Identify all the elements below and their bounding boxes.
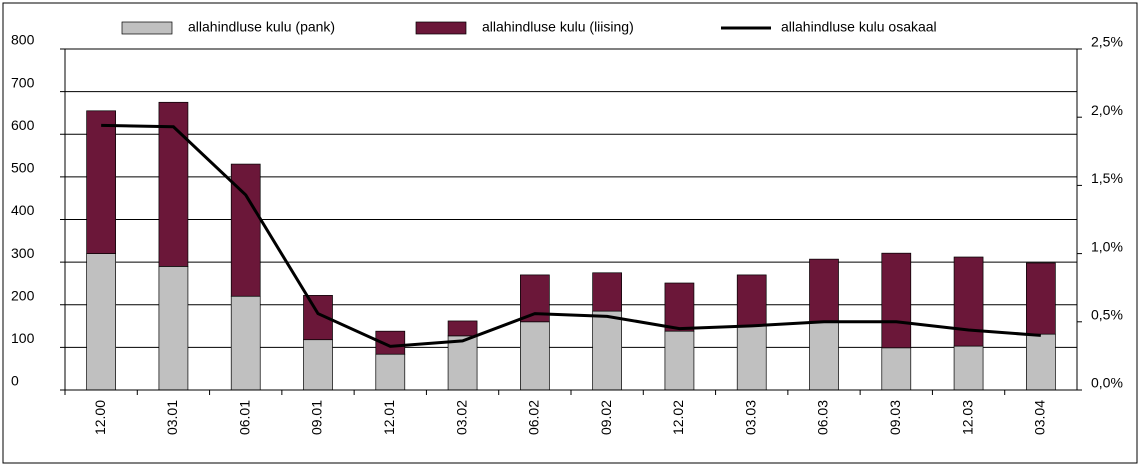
- y2-tick-label: 2,0%: [1091, 102, 1123, 118]
- x-tick-label: 09.02: [598, 400, 614, 435]
- x-tick-label: 12.03: [959, 400, 975, 435]
- legend-label: allahindluse kulu osakaal: [781, 19, 937, 35]
- y-tick-label: 800: [11, 32, 35, 48]
- y-tick-label: 100: [11, 330, 35, 346]
- bar-segment: [664, 330, 695, 391]
- y-tick-label: 600: [11, 117, 35, 133]
- bar-segment: [953, 345, 984, 391]
- y2-tick-label: 1,0%: [1091, 238, 1123, 254]
- x-tick-label: 09.01: [309, 400, 325, 435]
- y-tick-label: 400: [11, 202, 35, 218]
- bar-segment: [158, 266, 189, 391]
- y-tick-label: 200: [11, 287, 35, 303]
- y2-tick-label: 1,5%: [1091, 170, 1123, 186]
- x-tick-label: 03.02: [453, 400, 469, 435]
- bar-segment: [592, 310, 622, 391]
- bar-segment: [303, 339, 333, 391]
- y2-tick-label: 2,5%: [1091, 34, 1123, 50]
- bar-segment: [520, 321, 550, 391]
- x-tick-label: 03.04: [1032, 400, 1048, 435]
- bar-segment: [86, 253, 116, 391]
- bar-segment: [447, 335, 478, 391]
- bar-segment: [592, 272, 622, 312]
- bar-segment: [375, 330, 406, 355]
- x-tick-label: 06.02: [526, 400, 542, 435]
- bar-segment: [86, 110, 116, 254]
- x-tick-label: 09.03: [887, 400, 903, 435]
- bar-segment: [158, 101, 189, 267]
- bar-segment: [809, 258, 839, 323]
- y-tick-label: 700: [11, 74, 35, 90]
- x-tick-label: 12.01: [381, 400, 397, 435]
- legend-label: allahindluse kulu (pank): [188, 19, 335, 35]
- bar-segment: [809, 321, 839, 391]
- bar-segment: [736, 274, 767, 327]
- y-tick-label: 300: [11, 245, 35, 261]
- bar-segment: [375, 353, 406, 391]
- bar-segment: [1026, 262, 1056, 335]
- bar-segment: [881, 347, 912, 391]
- x-tick-label: 12.00: [92, 400, 108, 435]
- bar-segment: [953, 256, 984, 347]
- x-tick-label: 12.02: [670, 400, 686, 435]
- line-series: [101, 123, 1041, 348]
- bar-segment: [1026, 333, 1056, 391]
- y-tick-label: 0: [11, 373, 19, 389]
- bar-segment: [736, 325, 767, 391]
- bar-segment: [447, 320, 478, 337]
- y-tick-label: 500: [11, 160, 35, 176]
- y2-tick-label: 0,0%: [1091, 375, 1123, 391]
- x-tick-label: 06.01: [236, 400, 252, 435]
- y2-tick-label: 0,5%: [1091, 307, 1123, 323]
- legend-swatch: [121, 21, 173, 35]
- bar-segment: [230, 295, 261, 391]
- bar-segment: [881, 252, 912, 349]
- x-tick-label: 06.03: [815, 400, 831, 435]
- bar-segment: [664, 282, 695, 332]
- legend-swatch: [415, 21, 467, 35]
- x-tick-label: 03.03: [742, 400, 758, 435]
- x-tick-label: 03.01: [164, 400, 180, 435]
- legend-label: allahindluse kulu (liising): [482, 19, 634, 35]
